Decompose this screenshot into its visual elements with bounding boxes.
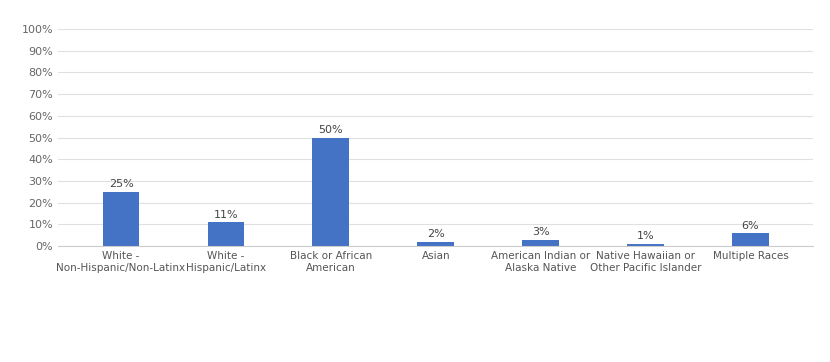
Bar — [208, 222, 244, 246]
Text: 11%: 11% — [213, 210, 238, 220]
Bar — [627, 244, 664, 246]
Text: 3%: 3% — [532, 227, 549, 237]
Text: 1%: 1% — [637, 231, 654, 241]
Text: 25%: 25% — [109, 179, 134, 189]
Text: 50%: 50% — [319, 125, 343, 135]
Bar — [417, 242, 454, 246]
Bar — [103, 192, 139, 246]
Text: 6%: 6% — [742, 220, 759, 231]
Bar — [312, 138, 349, 246]
Text: 2%: 2% — [427, 229, 445, 239]
Bar — [522, 240, 559, 246]
Bar — [732, 233, 769, 246]
